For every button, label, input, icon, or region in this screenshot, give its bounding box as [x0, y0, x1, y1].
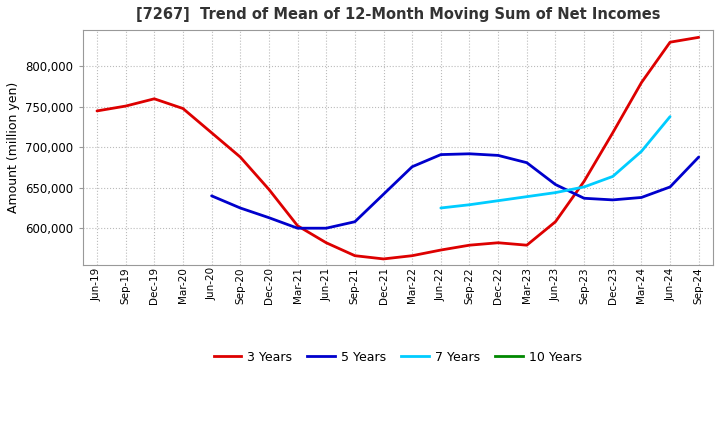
Legend: 3 Years, 5 Years, 7 Years, 10 Years: 3 Years, 5 Years, 7 Years, 10 Years — [209, 346, 587, 369]
Y-axis label: Amount (million yen): Amount (million yen) — [7, 82, 20, 213]
Title: [7267]  Trend of Mean of 12-Month Moving Sum of Net Incomes: [7267] Trend of Mean of 12-Month Moving … — [135, 7, 660, 22]
